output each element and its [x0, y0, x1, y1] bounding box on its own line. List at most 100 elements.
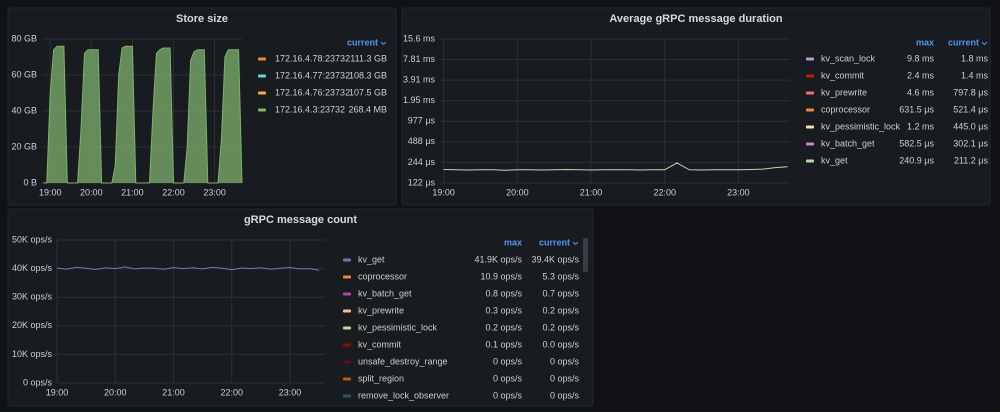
legend-value: 1.4 ms — [961, 70, 989, 80]
legend-name: kv_pessimistic_lock — [821, 121, 901, 131]
legend-value: 0.0 ops/s — [542, 339, 579, 349]
legend-swatch — [343, 292, 351, 296]
legend-value: 0 ops/s — [550, 373, 580, 383]
legend-value: 302.1 μs — [953, 138, 988, 148]
y-tick-label: 488 μs — [408, 136, 436, 146]
legend-swatch — [806, 125, 814, 129]
legend-swatch — [258, 74, 266, 78]
y-tick-label: 0 ops/s — [23, 377, 53, 387]
legend-value: 582.5 μs — [899, 138, 934, 148]
legend-name: kv_get — [821, 155, 848, 165]
legend-value: 0.1 ops/s — [485, 339, 522, 349]
legend-swatch — [343, 360, 351, 364]
legend-name: remove_lock_observer — [358, 390, 449, 400]
legend-value: 107.5 GB — [349, 87, 387, 97]
legend-swatch — [343, 275, 351, 279]
legend-header: current — [539, 237, 570, 247]
legend-value: 10.9 ops/s — [480, 271, 522, 281]
legend-header: max — [916, 37, 934, 47]
legend-value: 0 ops/s — [493, 356, 523, 366]
x-tick-label: 20:00 — [80, 187, 103, 197]
y-tick-label: 1.95 ms — [403, 95, 436, 105]
legend-value: 0.7 ops/s — [542, 288, 579, 298]
legend-header: max — [504, 237, 522, 247]
legend-header: current — [948, 37, 979, 47]
legend-value: 0.2 ops/s — [542, 305, 579, 315]
y-tick-label: 50K ops/s — [12, 234, 53, 244]
legend-value: 1.8 ms — [961, 53, 989, 63]
legend-name: kv_prewrite — [358, 305, 404, 315]
legend-value: 0 ops/s — [550, 390, 580, 400]
x-tick-label: 19:00 — [46, 387, 69, 397]
legend-name: 172.16.4.76:23732 — [275, 87, 350, 97]
legend-value: 0.3 ops/s — [485, 305, 522, 315]
y-tick-label: 244 μs — [408, 157, 436, 167]
x-tick-label: 23:00 — [203, 187, 226, 197]
y-tick-label: 30K ops/s — [12, 292, 53, 302]
legend-swatch — [343, 326, 351, 330]
series-line — [43, 45, 243, 184]
x-tick-label: 22:00 — [162, 187, 185, 197]
legend-name: coprocessor — [821, 104, 870, 114]
legend-value: 0 ops/s — [550, 356, 580, 366]
panel — [7, 208, 594, 407]
legend-swatch — [806, 159, 814, 163]
legend-swatch — [258, 91, 266, 95]
legend-swatch — [806, 108, 814, 112]
area-fill — [43, 46, 243, 184]
x-tick-label: 21:00 — [580, 187, 603, 197]
panel-title: Store size — [176, 13, 228, 25]
legend-value: 41.9K ops/s — [474, 254, 522, 264]
legend-value: 0 ops/s — [493, 390, 523, 400]
legend-name: split_region — [358, 373, 404, 383]
x-tick-label: 23:00 — [279, 387, 302, 397]
legend-value: 9.8 ms — [907, 53, 935, 63]
y-tick-label: 10K ops/s — [12, 349, 53, 359]
legend-value: 2.4 ms — [907, 70, 935, 80]
y-tick-label: 3.91 ms — [403, 74, 436, 84]
legend-value: 111.3 GB — [350, 53, 387, 63]
legend-swatch — [343, 309, 351, 313]
x-tick-label: 21:00 — [162, 387, 185, 397]
y-tick-label: 20 GB — [11, 141, 37, 151]
legend-name: kv_commit — [821, 70, 865, 80]
y-tick-label: 40K ops/s — [12, 263, 53, 273]
legend-name: kv_get — [358, 254, 385, 264]
legend-name: unsafe_destroy_range — [358, 356, 448, 366]
y-tick-label: 122 μs — [408, 177, 436, 187]
sort-caret — [981, 41, 988, 46]
legend-swatch — [343, 258, 351, 262]
legend-value: 211.2 μs — [954, 155, 989, 165]
legend-swatch — [806, 142, 814, 146]
scrollbar[interactable] — [583, 238, 588, 272]
legend-swatch — [343, 377, 351, 381]
legend-name: 172.16.4.77:23732 — [275, 70, 350, 80]
legend-value: 631.5 μs — [899, 104, 934, 114]
series-line — [443, 162, 788, 171]
legend-value: 521.4 μs — [953, 104, 988, 114]
legend-value: 39.4K ops/s — [531, 254, 579, 264]
legend-swatch — [343, 394, 351, 398]
legend-value: 0.2 ops/s — [542, 322, 579, 332]
series-line — [56, 266, 320, 271]
y-tick-label: 0 B — [23, 177, 37, 187]
legend-value: 4.6 ms — [907, 87, 935, 97]
sort-caret — [380, 41, 387, 46]
legend-name: coprocessor — [358, 271, 407, 281]
y-tick-label: 15.6 ms — [403, 33, 436, 43]
x-tick-label: 20:00 — [506, 187, 529, 197]
legend-value: 0 ops/s — [493, 373, 523, 383]
panel — [401, 7, 991, 206]
x-tick-label: 19:00 — [432, 187, 455, 197]
legend-value: 240.9 μs — [899, 155, 934, 165]
legend-name: 172.16.4.78:23732 — [275, 53, 350, 63]
x-tick-label: 23:00 — [727, 187, 750, 197]
legend-swatch — [806, 57, 814, 61]
x-tick-label: 20:00 — [104, 387, 127, 397]
legend-value: 5.3 ops/s — [542, 271, 579, 281]
legend-value: 445.0 μs — [953, 121, 988, 131]
x-tick-label: 19:00 — [39, 187, 62, 197]
legend-name: kv_pessimistic_lock — [358, 322, 438, 332]
